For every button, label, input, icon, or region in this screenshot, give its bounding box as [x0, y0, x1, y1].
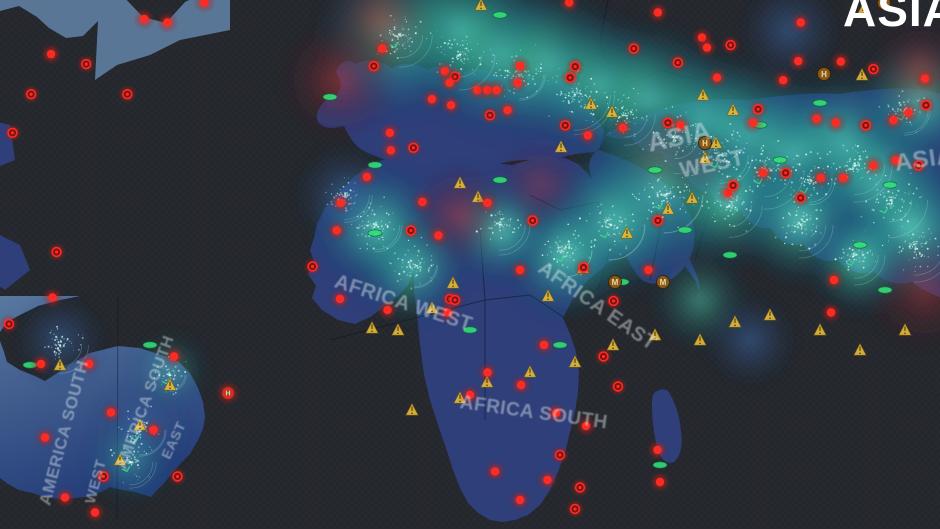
svg-text:M: M	[612, 278, 619, 287]
svg-text:H: H	[225, 391, 230, 398]
svg-text:H: H	[821, 70, 827, 79]
svg-text:M: M	[660, 278, 667, 287]
